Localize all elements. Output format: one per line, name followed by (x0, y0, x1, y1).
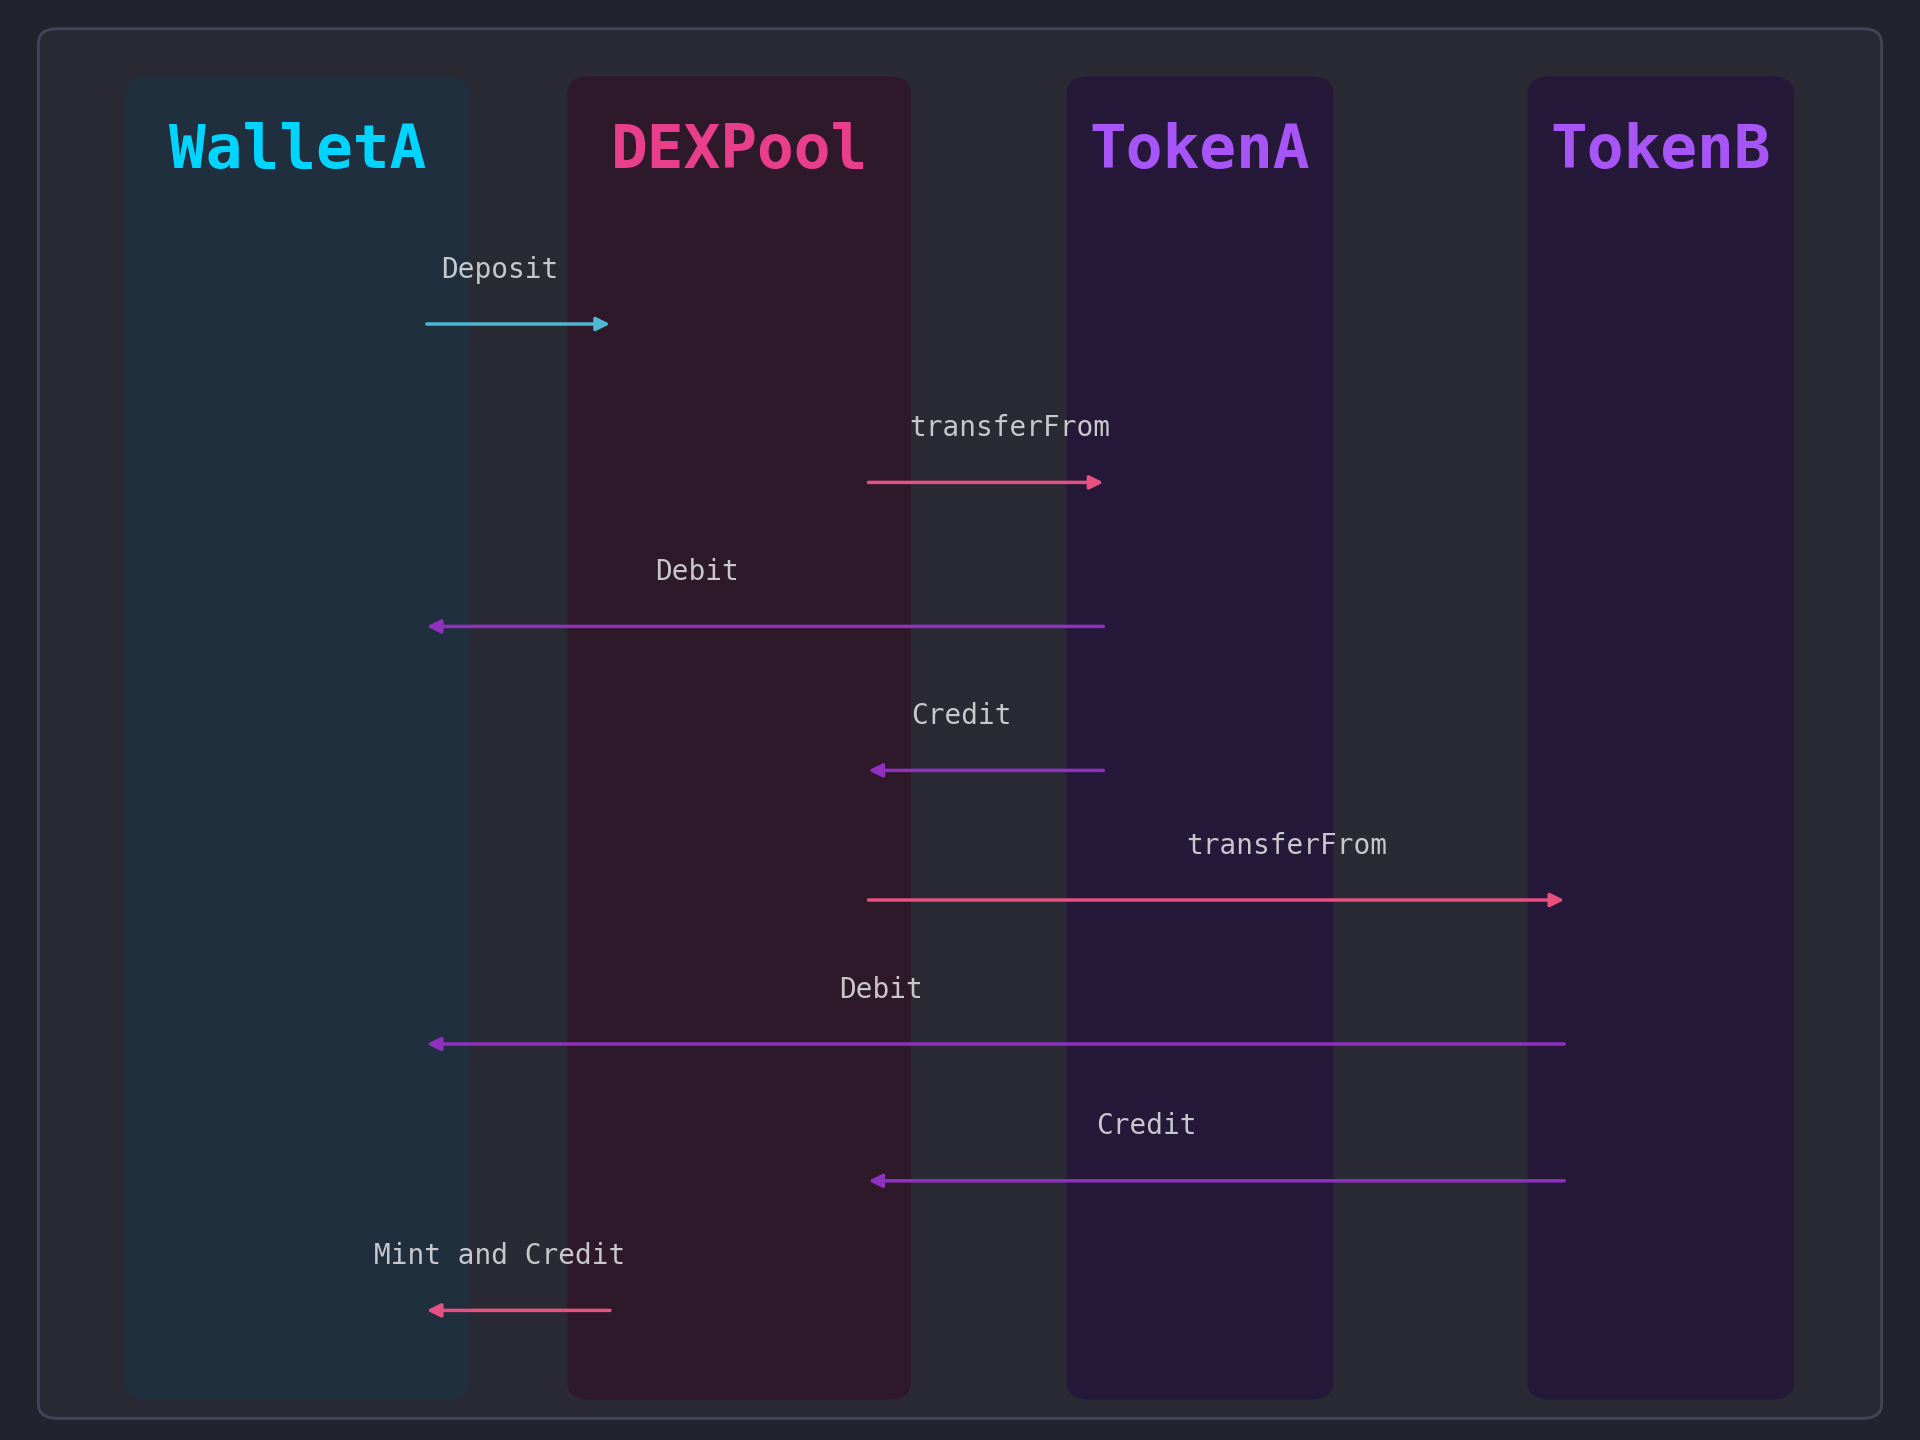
Text: Debit: Debit (839, 976, 924, 1004)
FancyBboxPatch shape (38, 29, 1882, 1418)
FancyBboxPatch shape (1068, 76, 1332, 1400)
FancyBboxPatch shape (1528, 76, 1793, 1400)
FancyBboxPatch shape (568, 76, 910, 1400)
Text: DEXPool: DEXPool (611, 122, 868, 180)
Text: Mint and Credit: Mint and Credit (374, 1243, 626, 1270)
Text: Credit: Credit (1096, 1113, 1196, 1140)
Text: transferFrom: transferFrom (910, 415, 1110, 442)
Text: Deposit: Deposit (442, 256, 559, 284)
Text: WalletA: WalletA (169, 122, 426, 180)
Text: TokenB: TokenB (1551, 122, 1770, 180)
FancyBboxPatch shape (127, 76, 468, 1400)
Text: Credit: Credit (912, 703, 1012, 730)
Text: TokenA: TokenA (1091, 122, 1309, 180)
Text: transferFrom: transferFrom (1187, 832, 1386, 860)
Text: Debit: Debit (655, 559, 739, 586)
